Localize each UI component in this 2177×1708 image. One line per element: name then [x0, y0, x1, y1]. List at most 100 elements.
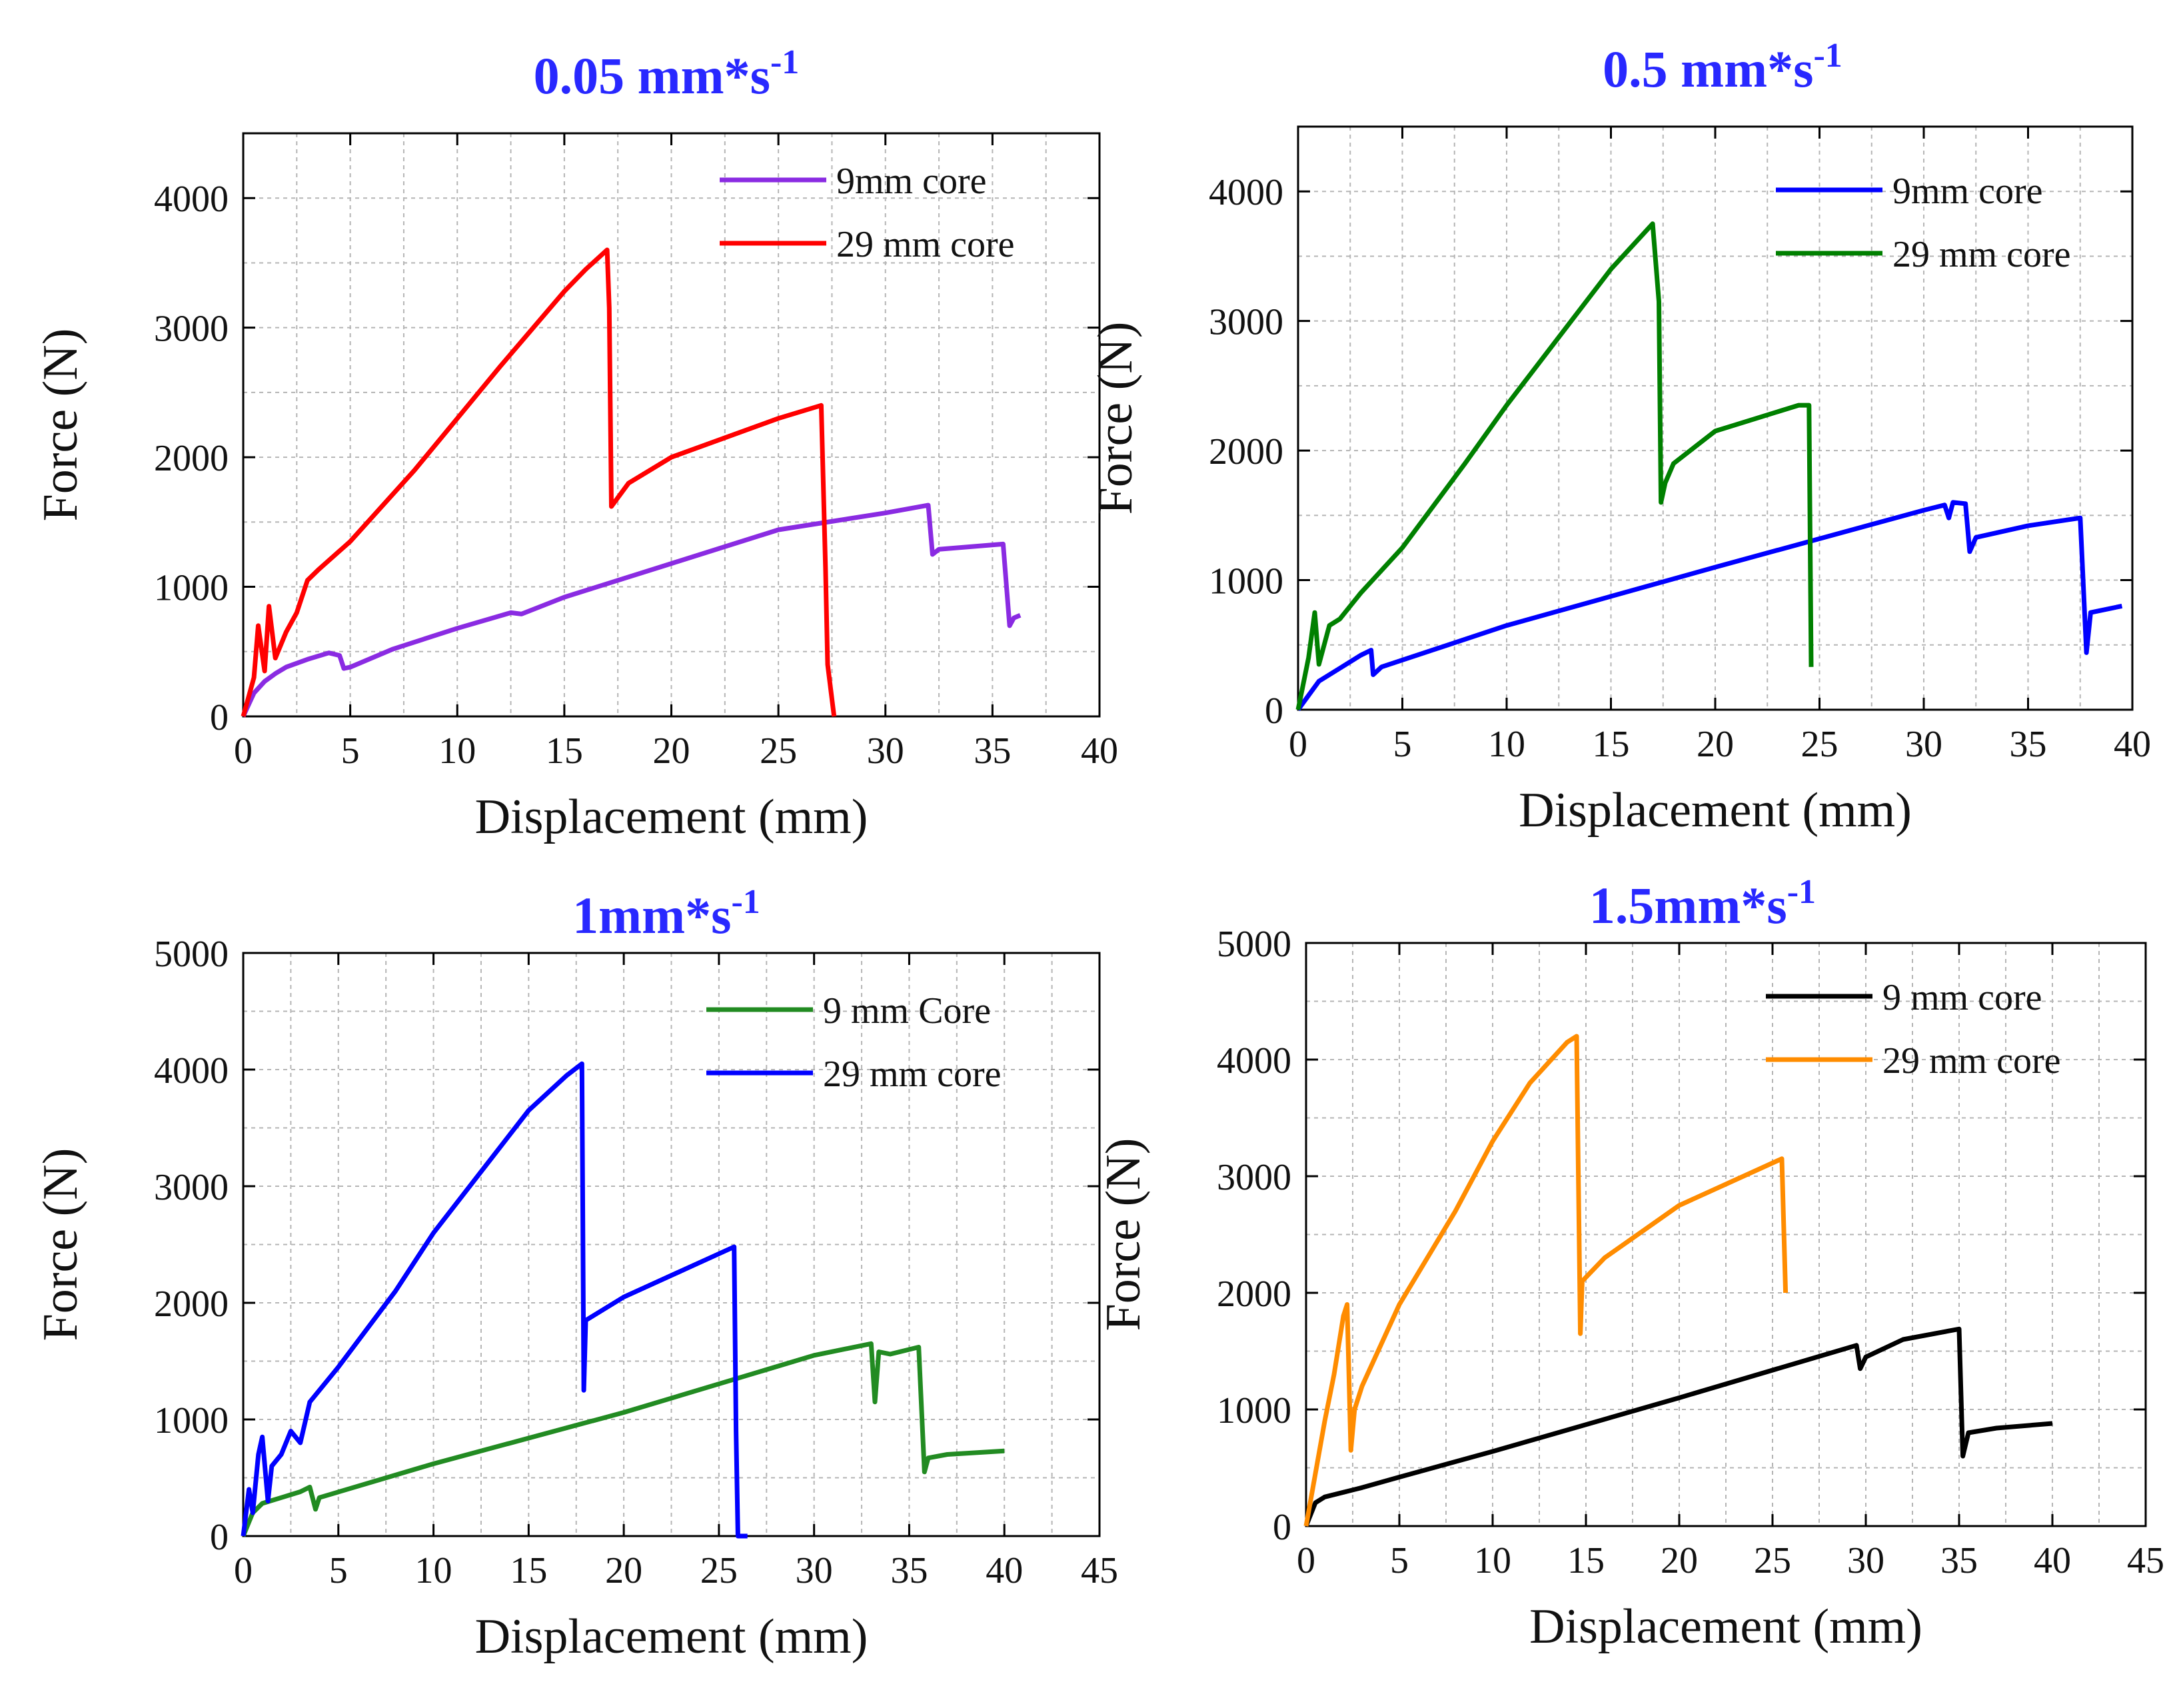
- series-line-1: [1296, 500, 2123, 712]
- x-tick-label: 15: [1567, 1540, 1605, 1581]
- x-tick-label: 0: [1297, 1540, 1315, 1581]
- chart-panel-4: 1.5mm*s-1 0 5 10 15 20 25 30 35 40 45 0 1000 2000 3000…: [1096, 873, 2164, 1654]
- chart-title-text: 1.5mm*s: [1589, 876, 1787, 934]
- x-tick-label: 20: [605, 1550, 642, 1591]
- chart-title-superscript: -1: [1787, 873, 1816, 911]
- x-tick-label: 25: [1754, 1540, 1791, 1581]
- chart-title-superscript: -1: [731, 883, 760, 921]
- chart-title: 0.05 mm*s-1: [534, 43, 800, 105]
- y-tick-label: 3000: [1217, 1157, 1291, 1198]
- legend-label-1: 9 mm core: [1882, 977, 2042, 1018]
- y-axis-label: Force (N): [1088, 322, 1143, 515]
- x-tick-label: 10: [415, 1550, 452, 1591]
- x-tick-label: 5: [1390, 1540, 1409, 1581]
- chart-title-text: 0.5 mm*s: [1603, 40, 1813, 98]
- chart-title: 0.5 mm*s-1: [1603, 37, 1842, 98]
- x-tick-label: 15: [510, 1550, 547, 1591]
- y-tick-label: 2000: [154, 438, 229, 479]
- y-tick-label: 2000: [1217, 1274, 1291, 1315]
- x-tick-label: 40: [1081, 730, 1118, 772]
- y-tick-label: 0: [210, 697, 229, 738]
- series-line-1: [1303, 1326, 2053, 1527]
- x-axis-label: Displacement (mm): [1519, 783, 1912, 838]
- x-tick-label: 10: [1474, 1540, 1511, 1581]
- legend-label-1: 9mm core: [1892, 171, 2042, 212]
- x-tick-label: 30: [1847, 1540, 1884, 1581]
- x-tick-label: 20: [1697, 724, 1734, 765]
- x-tick-label: 15: [546, 730, 583, 772]
- x-tick-label: 20: [653, 730, 690, 772]
- chart-title-superscript: -1: [1813, 37, 1842, 75]
- x-tick-label: 0: [234, 1550, 253, 1591]
- y-tick-label: 1000: [154, 1400, 229, 1441]
- y-tick-label: 0: [1265, 690, 1283, 732]
- x-axis-label: Displacement (mm): [475, 790, 868, 844]
- x-tick-label: 0: [1289, 724, 1307, 765]
- x-tick-label: 15: [1593, 724, 1630, 765]
- chart-title: 1.5mm*s-1: [1589, 873, 1816, 934]
- y-tick-label: 4000: [1217, 1040, 1291, 1082]
- series-line-1: [241, 502, 1022, 718]
- series-line-2: [1295, 221, 1814, 710]
- x-tick-label: 10: [1488, 724, 1525, 765]
- x-tick-label: 25: [1801, 724, 1838, 765]
- legend-label-2: 29 mm core: [1882, 1040, 2060, 1082]
- x-tick-label: 30: [1905, 724, 1942, 765]
- legend-label-1: 9 mm Core: [823, 990, 991, 1032]
- y-tick-label: 2000: [1209, 431, 1283, 472]
- series-line-2: [241, 247, 837, 717]
- x-tick-label: 35: [1940, 1540, 1978, 1581]
- x-tick-label: 25: [700, 1550, 738, 1591]
- chart-title: 1mm*s-1: [572, 883, 760, 944]
- y-tick-label: 1000: [154, 568, 229, 609]
- plot-frame: [242, 952, 1101, 1537]
- x-tick-label: 5: [1393, 724, 1412, 765]
- x-tick-label: 40: [986, 1550, 1023, 1591]
- chart-panel-3: 1mm*s-1 0 5 10 15 20 25 30 35 40 45 0 1000 2000 3000 40…: [33, 883, 1118, 1664]
- x-tick-label: 20: [1661, 1540, 1698, 1581]
- y-tick-label: 4000: [1209, 172, 1283, 213]
- x-tick-label: 30: [796, 1550, 833, 1591]
- legend-label-2: 29 mm core: [1892, 234, 2070, 275]
- x-tick-label: 30: [867, 730, 904, 772]
- series-line-2: [241, 1061, 748, 1539]
- x-tick-label: 40: [2034, 1540, 2071, 1581]
- x-tick-label: 25: [760, 730, 797, 772]
- y-axis-label: Force (N): [33, 1148, 88, 1341]
- x-axis-label: Displacement (mm): [1529, 1599, 1922, 1654]
- legend-label-1: 9mm core: [836, 161, 986, 202]
- x-tick-label: 0: [234, 730, 253, 772]
- series-line-2: [1303, 1034, 1789, 1527]
- x-tick-label: 35: [974, 730, 1011, 772]
- y-tick-label: 3000: [1209, 302, 1283, 343]
- x-axis-label: Displacement (mm): [475, 1609, 868, 1664]
- y-tick-label: 4000: [154, 179, 229, 220]
- y-axis-label: Force (N): [33, 329, 88, 522]
- y-tick-label: 3000: [154, 309, 229, 350]
- chart-title-text: 0.05 mm*s: [534, 47, 770, 105]
- y-axis-label: Force (N): [1096, 1138, 1151, 1331]
- y-tick-label: 4000: [154, 1050, 229, 1092]
- x-tick-label: 10: [438, 730, 476, 772]
- chart-title-text: 1mm*s: [572, 886, 731, 944]
- x-tick-label: 35: [890, 1550, 928, 1591]
- x-tick-label: 35: [2010, 724, 2047, 765]
- chart-title-superscript: -1: [770, 43, 799, 81]
- plot-frame: [1305, 942, 2147, 1527]
- y-tick-label: 1000: [1217, 1390, 1291, 1431]
- chart-panel-1: 0.05 mm*s-1 0 5 10 15 20 25 30 35 40 0 1000 2000 3000…: [33, 43, 1118, 844]
- x-tick-label: 45: [1081, 1550, 1118, 1591]
- x-tick-label: 5: [341, 730, 360, 772]
- series-line-1: [241, 1341, 1005, 1537]
- x-tick-label: 5: [329, 1550, 348, 1591]
- chart-panel-2: 0.5 mm*s-1 0 5 10 15 20 25 30 35 40 0 1000 2000 3000 4…: [1088, 37, 2151, 838]
- y-tick-label: 0: [1273, 1507, 1291, 1548]
- legend-label-2: 29 mm core: [836, 224, 1014, 265]
- y-tick-label: 5000: [1217, 924, 1291, 965]
- y-tick-label: 1000: [1209, 561, 1283, 602]
- y-tick-label: 0: [210, 1517, 229, 1558]
- y-tick-label: 5000: [154, 934, 229, 975]
- x-tick-label: 45: [2127, 1540, 2164, 1581]
- x-tick-label: 40: [2114, 724, 2151, 765]
